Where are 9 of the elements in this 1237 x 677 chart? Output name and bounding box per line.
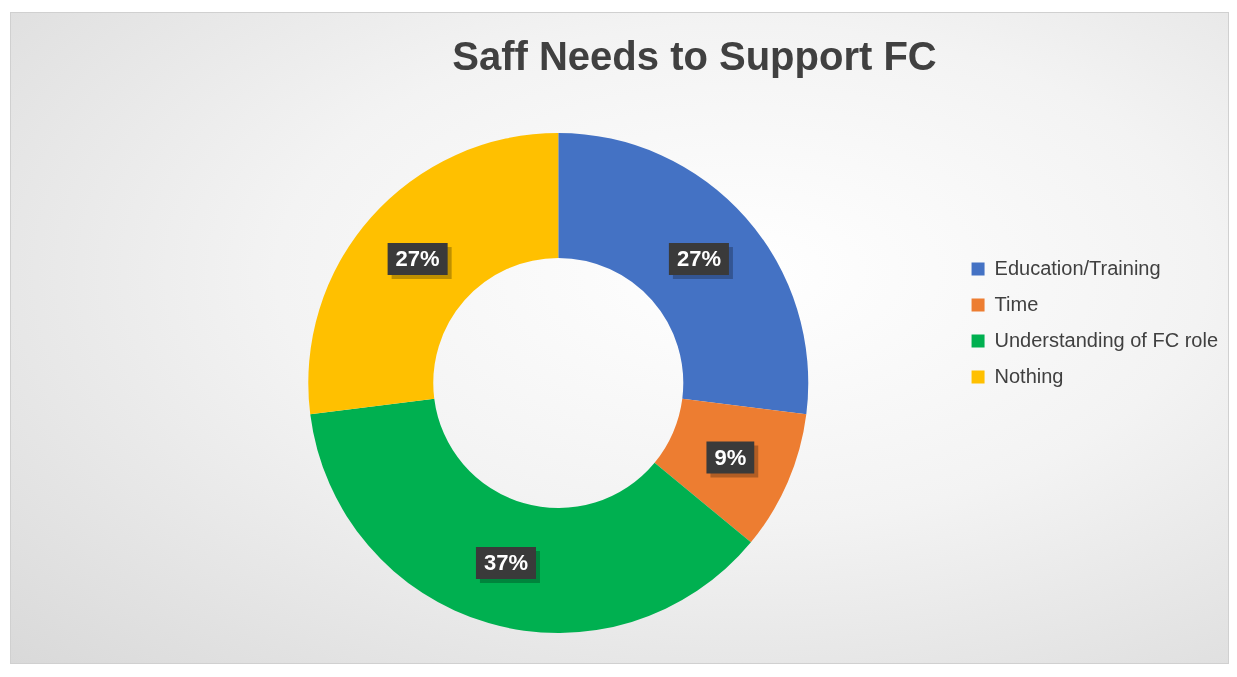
data-label: 27%	[676, 246, 721, 272]
legend-label: Nothing	[994, 364, 1064, 387]
legend-label: Time	[994, 292, 1039, 315]
data-label: 37%	[483, 550, 528, 576]
data-label: 9%	[714, 444, 747, 470]
legend-label: Understanding of FC role	[994, 328, 1219, 351]
legend-label: Education/Training	[994, 256, 1161, 279]
chart-title: Saff Needs to Support FC	[452, 34, 937, 79]
data-label: 27%	[395, 246, 440, 272]
